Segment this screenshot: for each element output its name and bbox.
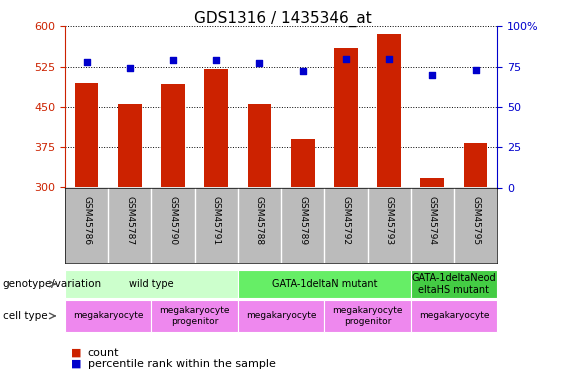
Text: megakaryocyte: megakaryocyte bbox=[419, 311, 489, 320]
Bar bbox=[205, 69, 228, 188]
Point bbox=[82, 59, 91, 65]
Bar bbox=[377, 34, 401, 188]
Text: GSM45792: GSM45792 bbox=[341, 196, 350, 246]
Point bbox=[125, 65, 134, 71]
Point bbox=[471, 67, 480, 73]
Point bbox=[428, 72, 437, 78]
Text: GDS1316 / 1435346_at: GDS1316 / 1435346_at bbox=[194, 11, 371, 27]
Text: megakaryocyte
progenitor: megakaryocyte progenitor bbox=[332, 306, 403, 326]
Bar bbox=[411, 300, 497, 332]
Bar bbox=[411, 270, 497, 298]
Bar bbox=[75, 82, 98, 188]
Bar bbox=[238, 270, 411, 298]
Text: GSM45791: GSM45791 bbox=[212, 196, 221, 246]
Text: percentile rank within the sample: percentile rank within the sample bbox=[88, 359, 276, 369]
Point bbox=[385, 56, 394, 62]
Text: ■: ■ bbox=[71, 348, 81, 357]
Point bbox=[255, 60, 264, 66]
Text: cell type: cell type bbox=[3, 311, 47, 321]
Text: GSM45794: GSM45794 bbox=[428, 196, 437, 246]
Bar bbox=[420, 178, 444, 188]
Text: GSM45788: GSM45788 bbox=[255, 196, 264, 246]
Bar bbox=[291, 139, 315, 188]
Text: GSM45790: GSM45790 bbox=[168, 196, 177, 246]
Text: GSM45787: GSM45787 bbox=[125, 196, 134, 246]
Bar bbox=[118, 104, 142, 188]
Point bbox=[341, 56, 350, 62]
Text: GSM45789: GSM45789 bbox=[298, 196, 307, 246]
Bar bbox=[65, 270, 238, 298]
Text: count: count bbox=[88, 348, 119, 357]
Bar bbox=[324, 300, 411, 332]
Text: megakaryocyte
progenitor: megakaryocyte progenitor bbox=[159, 306, 230, 326]
Point bbox=[212, 57, 221, 63]
Text: megakaryocyte: megakaryocyte bbox=[73, 311, 144, 320]
Text: megakaryocyte: megakaryocyte bbox=[246, 311, 316, 320]
Bar bbox=[247, 104, 271, 188]
Point bbox=[298, 68, 307, 74]
Point bbox=[168, 57, 177, 63]
Text: ■: ■ bbox=[71, 359, 81, 369]
Text: GSM45795: GSM45795 bbox=[471, 196, 480, 246]
Text: genotype/variation: genotype/variation bbox=[3, 279, 102, 289]
Bar bbox=[151, 300, 238, 332]
Text: GSM45786: GSM45786 bbox=[82, 196, 91, 246]
Bar bbox=[65, 300, 151, 332]
Text: GATA-1deltaNeod
eltaHS mutant: GATA-1deltaNeod eltaHS mutant bbox=[412, 273, 496, 295]
Text: GSM45793: GSM45793 bbox=[385, 196, 394, 246]
Bar bbox=[161, 84, 185, 188]
Bar bbox=[464, 143, 488, 188]
Text: GATA-1deltaN mutant: GATA-1deltaN mutant bbox=[272, 279, 377, 289]
Bar bbox=[238, 300, 324, 332]
Text: wild type: wild type bbox=[129, 279, 173, 289]
Bar bbox=[334, 48, 358, 188]
